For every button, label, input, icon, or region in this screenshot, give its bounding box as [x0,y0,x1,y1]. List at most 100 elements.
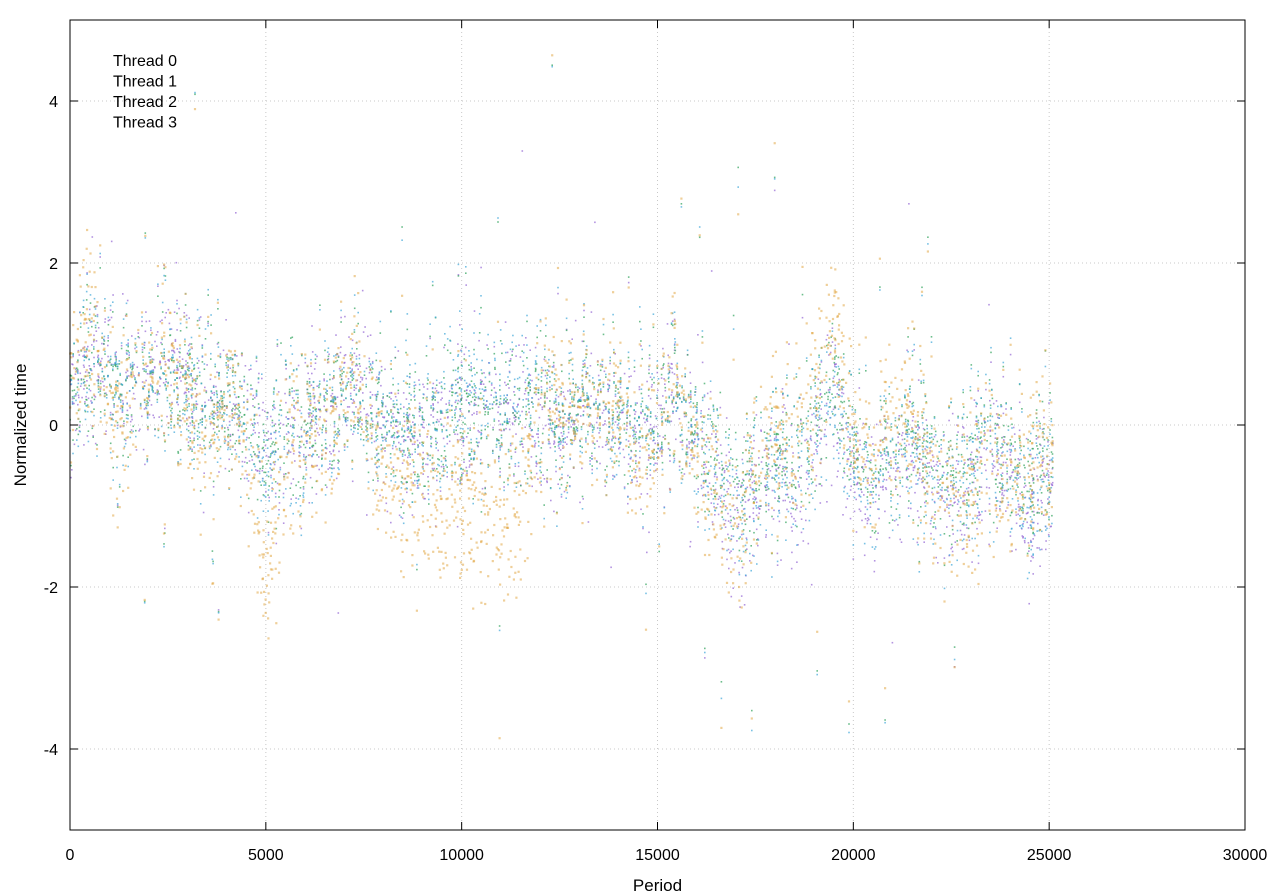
data-point [277,391,280,393]
data-point [77,349,80,352]
data-point [627,276,630,278]
data-point [784,473,786,476]
data-point [623,372,626,375]
data-point [456,378,459,380]
data-point [819,393,822,395]
data-point [392,466,395,468]
data-point [392,412,394,415]
data-point [996,454,998,456]
data-point [540,447,543,449]
data-point [88,308,91,311]
data-point [460,397,463,400]
data-point [746,518,748,520]
data-point [519,443,522,446]
data-point [232,366,234,369]
data-point [871,494,873,496]
data-point [782,423,785,426]
data-point [855,435,858,437]
data-point [728,451,730,453]
data-point [663,378,665,380]
data-point [646,466,648,468]
data-point [1048,518,1050,521]
data-point [314,362,317,364]
data-point [77,433,80,436]
data-point [977,374,979,377]
data-point [511,350,513,353]
data-point [697,438,700,440]
data-point [810,439,813,442]
data-point [403,439,405,441]
data-point [375,395,378,398]
data-point [1031,521,1034,524]
data-point [512,423,514,426]
data-point [589,460,591,462]
data-point [447,416,449,418]
data-point [998,463,1001,465]
data-point [302,488,305,490]
data-point [526,320,528,323]
data-point [166,396,169,399]
data-point [788,439,790,441]
data-point [497,439,499,441]
data-point [546,390,548,393]
data-point [257,455,260,457]
data-point [810,583,813,586]
data-point [557,483,559,485]
data-point [689,390,692,392]
data-point [453,431,455,433]
data-point [689,545,691,548]
data-point [749,530,751,532]
data-point [1036,475,1038,477]
data-point [241,460,244,463]
data-point [525,418,527,420]
data-point [229,394,231,396]
data-point [300,512,303,515]
data-point [236,355,238,357]
data-point [1014,466,1016,468]
data-point [571,398,573,400]
data-point [263,471,265,474]
data-point [662,347,664,350]
data-point [834,356,836,358]
data-point [235,440,238,442]
data-point [1031,490,1033,493]
data-point [329,444,331,447]
data-point [956,540,958,542]
data-point [90,410,92,413]
data-point [1036,512,1038,514]
data-point [539,462,541,464]
data-point [966,435,968,438]
data-point [740,595,743,597]
data-point [717,454,720,456]
data-point [1050,483,1053,485]
data-point [597,391,599,393]
data-point [1003,494,1005,497]
data-point [638,388,641,391]
data-point [122,403,124,406]
data-point [903,438,906,440]
data-point [143,408,146,410]
data-point [523,344,525,346]
data-point [94,442,97,445]
data-point [170,328,173,330]
data-point [1037,522,1039,525]
data-point [99,411,102,413]
data-point [85,398,87,401]
data-point [1017,463,1019,466]
data-point [1037,504,1039,506]
data-point [307,454,310,456]
data-point [621,404,624,407]
data-point [371,434,373,437]
data-point [274,481,277,483]
data-point [186,417,188,420]
data-point [437,392,439,394]
data-point [1022,537,1024,539]
data-point [566,443,568,445]
data-point [652,326,655,329]
data-point [646,417,648,420]
data-point [601,364,604,366]
data-point [418,379,420,381]
data-point [820,457,823,460]
data-point [325,442,327,445]
data-point [854,476,856,478]
